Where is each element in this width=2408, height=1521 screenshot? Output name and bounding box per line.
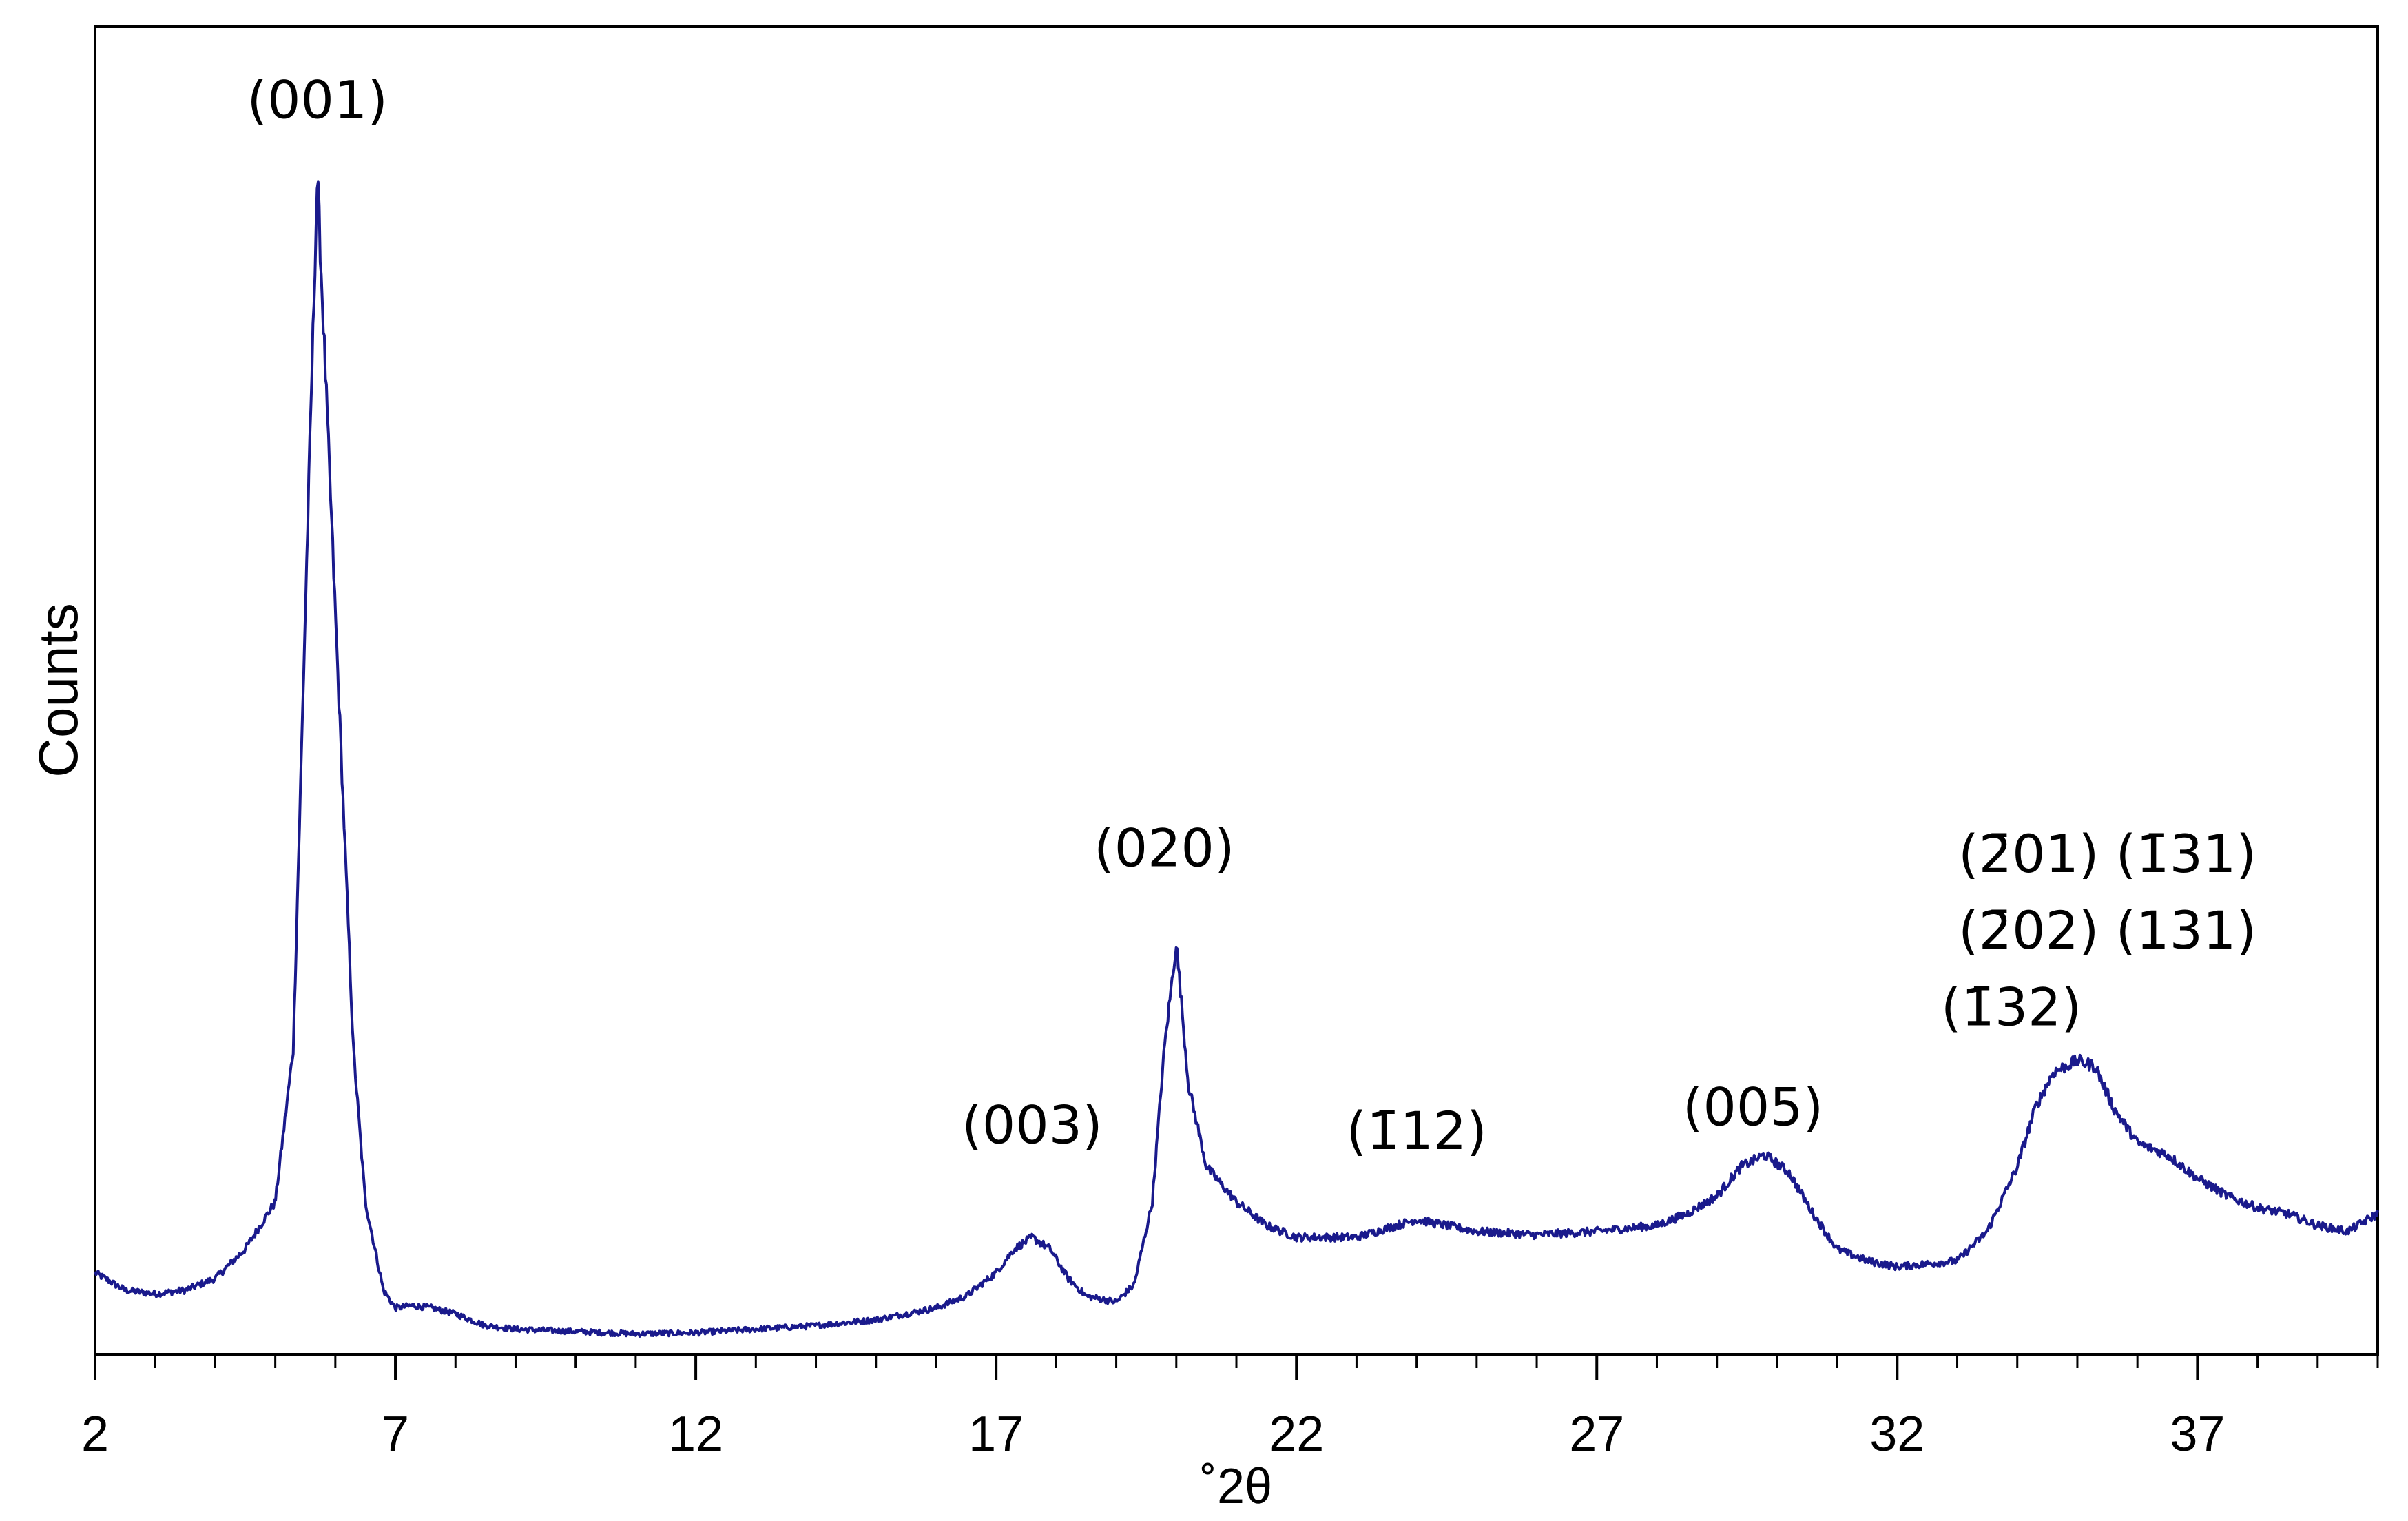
x-tick-label: 22 <box>1269 1407 1324 1462</box>
x-axis-label: ˚2θ <box>1201 1459 1272 1514</box>
peak-label: (2̄01) (1̄31) <box>1958 823 2256 884</box>
xrd-pattern-line <box>94 180 2379 1338</box>
y-axis-label: Counts <box>28 603 89 777</box>
x-tick-label: 37 <box>2170 1407 2225 1462</box>
plot-frame <box>94 25 2379 1356</box>
x-tick-label: 7 <box>382 1407 409 1462</box>
peak-label: (1̄32) <box>1941 976 2082 1037</box>
peak-label: (003) <box>962 1094 1102 1155</box>
x-major-ticks <box>94 1354 2199 1380</box>
peak-label: (2̄02) (131) <box>1958 900 2256 961</box>
peak-label: (1̄12) <box>1346 1100 1486 1161</box>
peak-label: (020) <box>1094 817 1234 878</box>
peak-annotations: (001) (003) (020) (1̄12) (005) (2̄01) (1̄31) (… <box>247 70 2256 1161</box>
x-tick-label: 32 <box>1869 1407 1924 1462</box>
x-tick-labels: 2 7 12 17 22 27 32 37 <box>81 1407 2225 1462</box>
x-tick-label: 2 <box>81 1407 109 1462</box>
peak-label: (005) <box>1683 1077 1823 1138</box>
peak-label: (001) <box>247 70 387 131</box>
x-tick-label: 12 <box>668 1407 723 1462</box>
x-minor-ticks <box>154 1354 2379 1368</box>
x-tick-label: 17 <box>968 1407 1024 1462</box>
x-tick-label: 27 <box>1569 1407 1624 1462</box>
